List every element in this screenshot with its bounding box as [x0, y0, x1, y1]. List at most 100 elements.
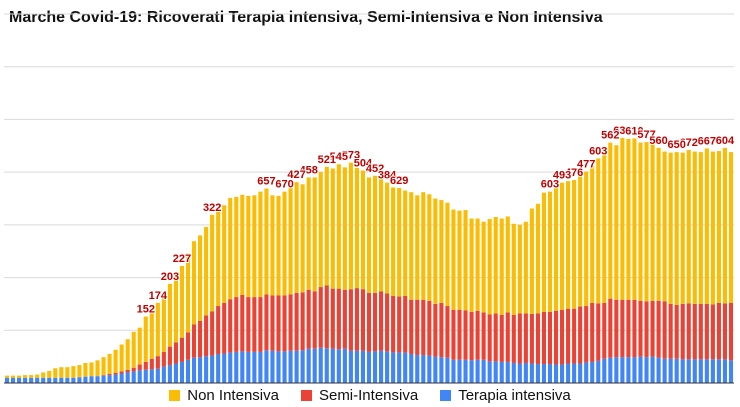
bar-segment: [475, 310, 480, 360]
bar-segment: [252, 351, 257, 383]
bar-segment: [222, 353, 227, 383]
bar-segment: [137, 364, 142, 371]
bar-segment: [360, 289, 366, 351]
bar-segment: [143, 316, 148, 362]
bar-segment: [385, 293, 390, 352]
bar-segment: [433, 356, 438, 383]
bar-segment: [41, 372, 46, 378]
bar-segment: [427, 355, 432, 383]
bar-segment: [704, 148, 709, 304]
data-label: 458: [299, 164, 317, 176]
bar-segment: [330, 168, 335, 289]
bar-segment: [312, 177, 317, 292]
bar-segment: [360, 170, 366, 290]
bar-segment: [113, 372, 118, 375]
bar-segment: [29, 375, 34, 378]
bar-segment: [445, 357, 450, 383]
bar-segment: [584, 362, 589, 383]
bar-segment: [336, 349, 341, 383]
bar-segment: [107, 374, 112, 376]
bar-segment: [161, 293, 166, 352]
bar-segment: [125, 369, 130, 373]
bar-segment: [578, 306, 583, 364]
data-label: 504: [354, 158, 373, 170]
bar-segment: [553, 187, 559, 311]
bar-segment: [143, 369, 148, 383]
bar-segment: [372, 175, 378, 293]
bar-segment: [185, 332, 191, 360]
bar-segment: [173, 274, 178, 343]
data-label: 322: [203, 202, 221, 214]
bar-segment: [523, 313, 528, 363]
bar-segment: [276, 351, 281, 383]
bar-segment: [360, 350, 366, 383]
bar-segment: [179, 361, 185, 383]
bar-segment: [499, 361, 504, 383]
bar-segment: [638, 142, 643, 301]
bar-segment: [216, 306, 221, 355]
bar-segment: [499, 218, 504, 315]
bar-segment: [668, 303, 673, 359]
bar-segment: [656, 147, 661, 301]
bar-segment: [415, 355, 420, 383]
data-label: 573: [342, 150, 360, 162]
bar-segment: [638, 300, 643, 357]
bar-segment: [572, 363, 577, 383]
bar-segment: [131, 331, 136, 368]
bar-segment: [89, 376, 94, 383]
bar-segment: [113, 349, 118, 373]
bar-segment: [4, 375, 10, 378]
bar-segment: [385, 182, 390, 294]
bar-segment: [505, 216, 510, 313]
bar-segment: [354, 167, 359, 289]
bar-segment: [198, 235, 203, 321]
bar-segment: [523, 362, 528, 383]
bar-segment: [439, 200, 444, 303]
bar-segment: [596, 303, 601, 361]
bar-segment: [710, 304, 715, 360]
bar-segment: [481, 221, 486, 313]
bar-segment: [17, 375, 22, 378]
bar-segment: [47, 377, 52, 383]
bar-segment: [294, 350, 299, 383]
bar-segment: [469, 218, 474, 312]
bar-segment: [155, 368, 160, 383]
bar-segment: [722, 359, 728, 383]
bar-segment: [451, 359, 456, 383]
legend-swatch-semi-intensiva: [300, 389, 312, 401]
data-label: 610: [625, 125, 643, 137]
bar-segment: [288, 187, 293, 295]
bar-segment: [511, 362, 516, 383]
bar-segment: [119, 344, 124, 372]
data-label: 174: [149, 290, 168, 302]
bar-segment: [10, 377, 16, 383]
bar-segment: [336, 288, 341, 350]
bar-segment: [264, 294, 269, 351]
bar-segment: [626, 299, 631, 358]
legend-item-terapia-intensiva[interactable]: Terapia intensiva: [440, 387, 571, 404]
legend-item-semi-intensiva[interactable]: Semi-Intensiva: [300, 387, 418, 404]
bar-segment: [240, 294, 245, 352]
bar-segment: [403, 190, 408, 297]
bar-segment: [602, 358, 607, 383]
bar-segment: [300, 184, 305, 293]
bar-segment: [656, 300, 661, 358]
bar-segment: [306, 348, 311, 383]
bar-segment: [246, 297, 251, 352]
bar-segment: [439, 302, 444, 358]
data-label: 603: [589, 145, 607, 157]
bar-segment: [421, 299, 426, 356]
data-label: 452: [366, 163, 384, 175]
bar-segment: [366, 351, 372, 383]
bar-segment: [716, 151, 721, 303]
bar-segment: [210, 355, 215, 383]
bar-segment: [644, 301, 649, 358]
bar-segment: [560, 182, 565, 310]
data-label: 203: [161, 271, 179, 283]
bar-segment: [457, 210, 462, 310]
legend-item-non-intensiva[interactable]: Non Intensiva: [169, 387, 279, 404]
bar-segment: [318, 347, 323, 383]
bar-segment: [572, 308, 577, 364]
bar-segment: [342, 289, 347, 349]
bar-segment: [686, 150, 691, 304]
